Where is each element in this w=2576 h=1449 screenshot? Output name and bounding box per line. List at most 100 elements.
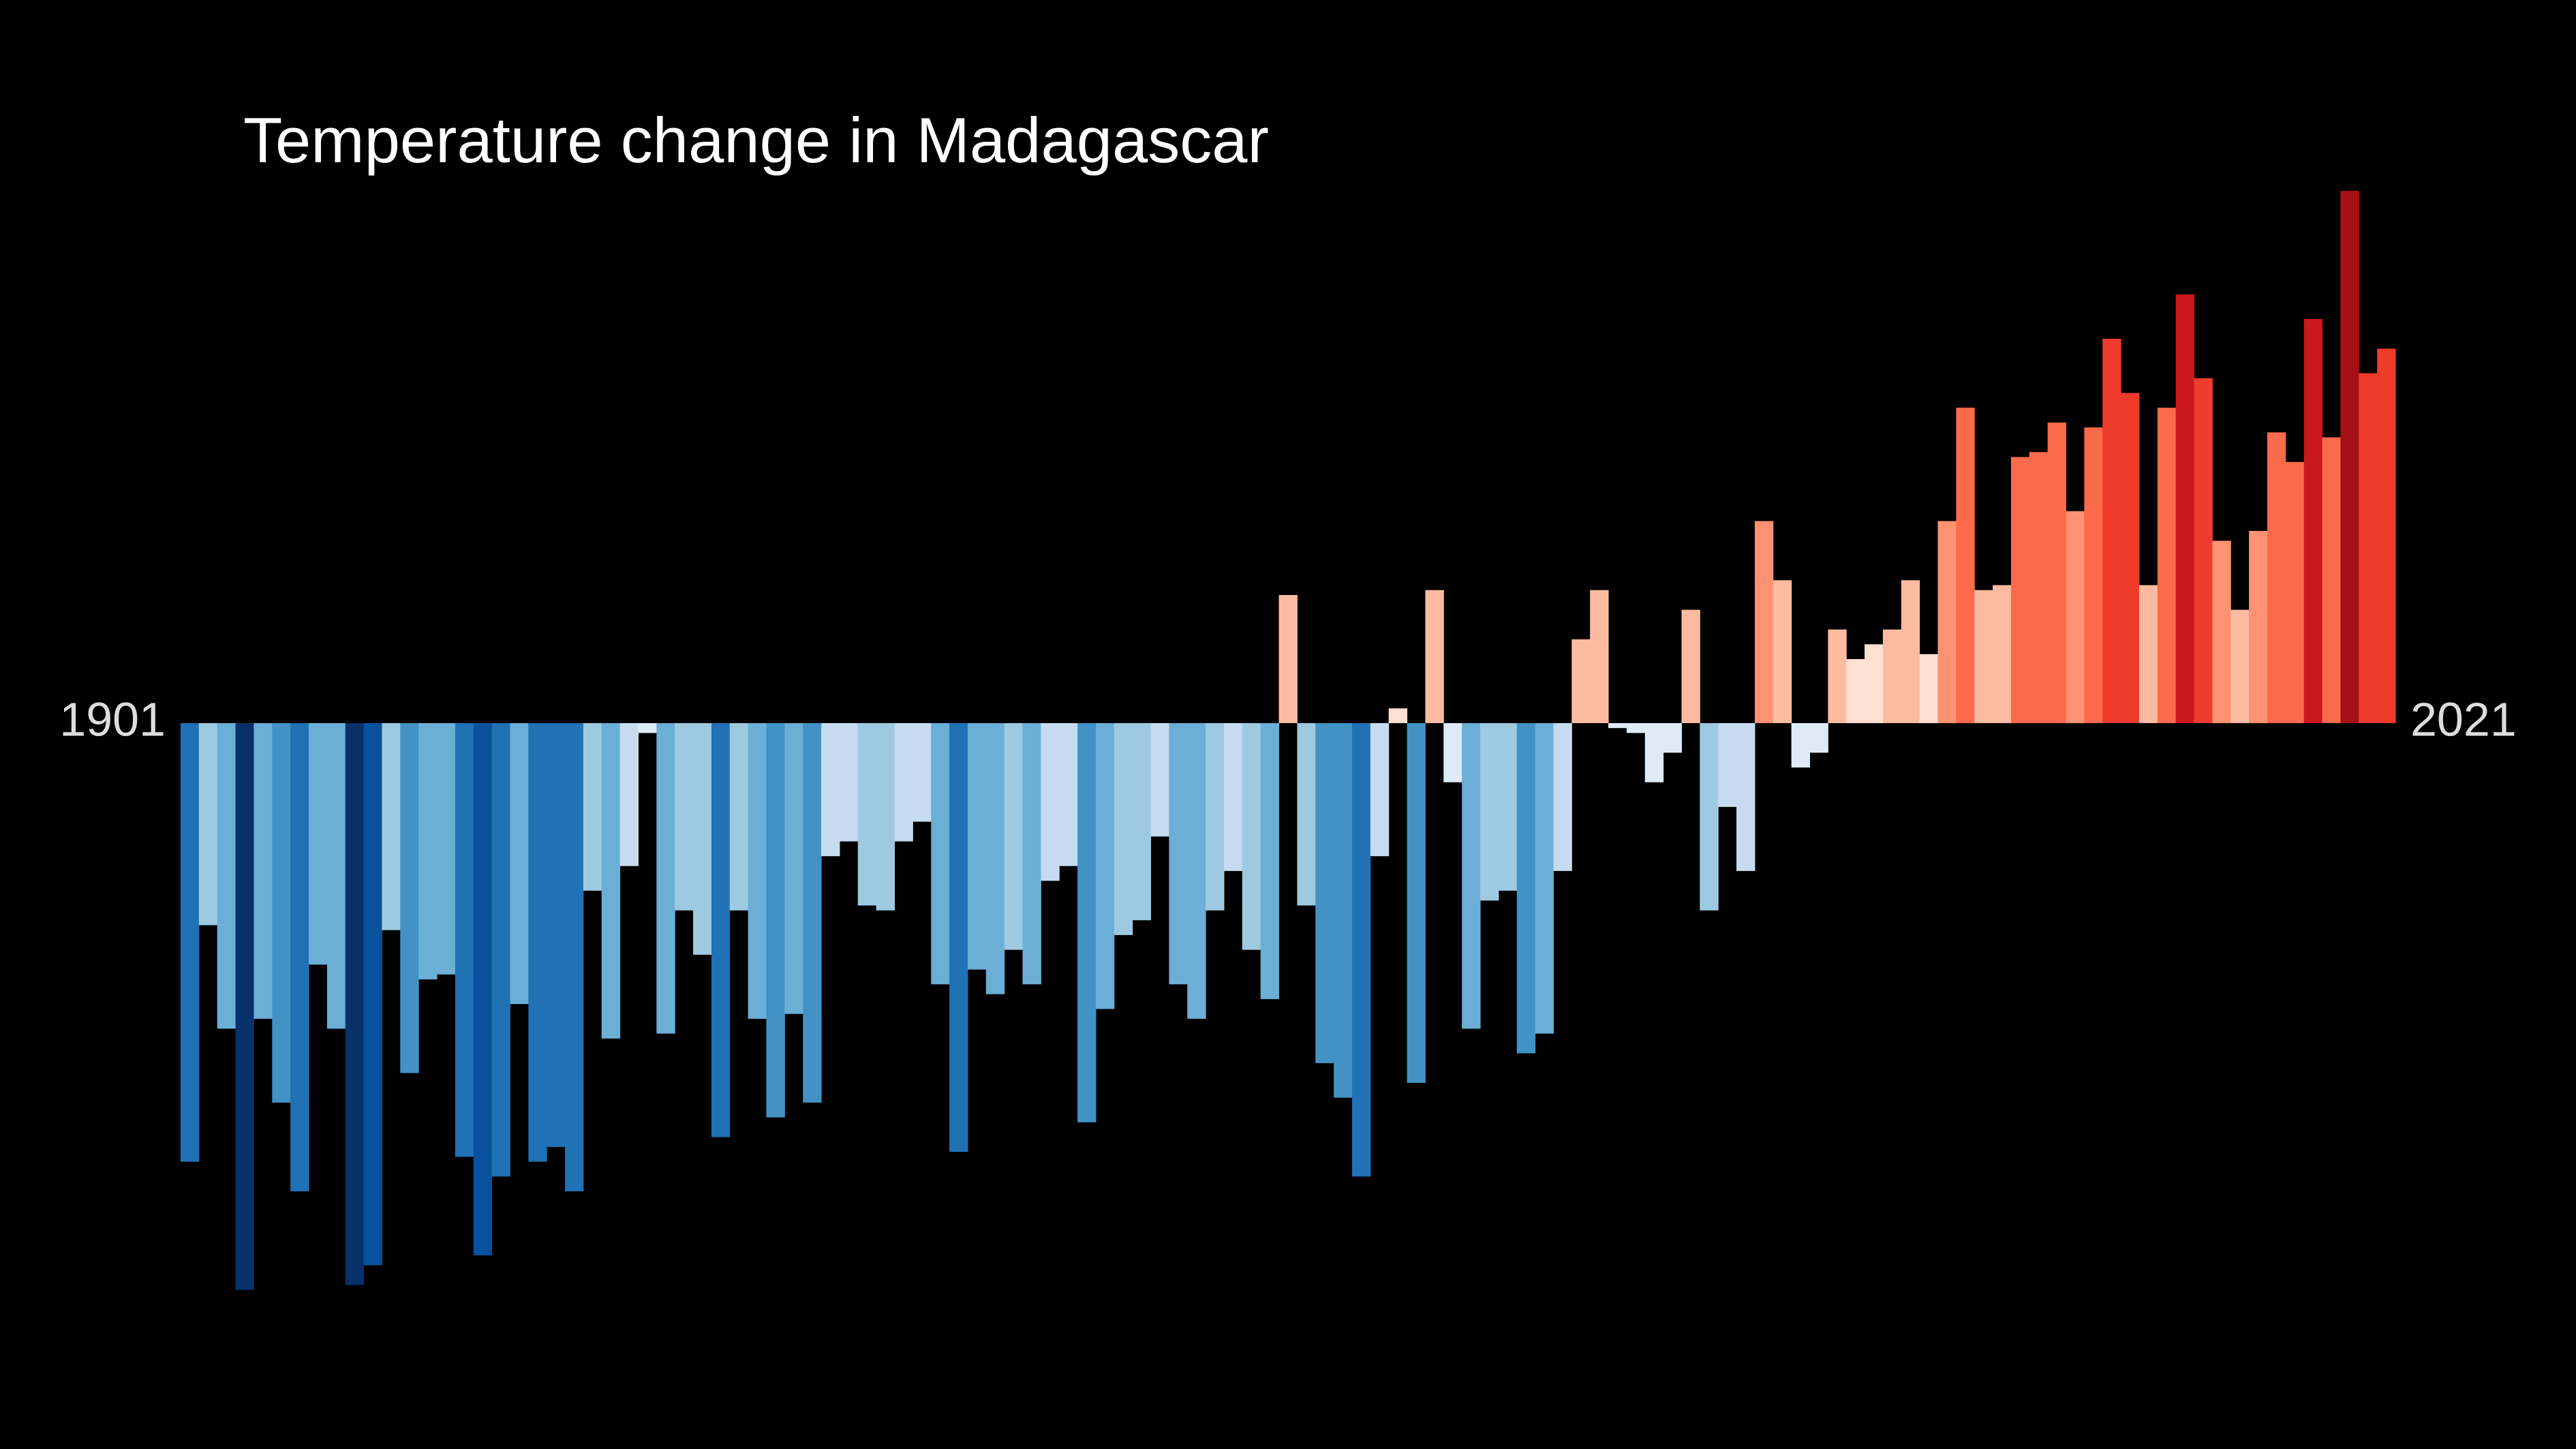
bar (1590, 590, 1609, 723)
bar (565, 723, 584, 1191)
bar (1498, 723, 1518, 891)
bar (326, 723, 346, 1029)
bar (1443, 723, 1462, 782)
bar (583, 723, 602, 891)
bar (2157, 408, 2177, 723)
bar (382, 723, 401, 930)
bar (638, 723, 657, 733)
bar (235, 723, 254, 1290)
bar (1388, 708, 1408, 723)
bar (711, 723, 731, 1138)
bar (1206, 723, 1225, 911)
bar (1718, 723, 1737, 807)
bar (2047, 422, 2067, 723)
bar (1278, 595, 1298, 723)
bar (1571, 639, 1591, 723)
bar (2194, 378, 2213, 723)
bar (1644, 723, 1664, 782)
bar (949, 723, 968, 1153)
bar (1681, 609, 1700, 723)
bar (748, 723, 767, 1019)
bar (913, 723, 932, 822)
bar (1260, 723, 1280, 999)
bar (2121, 393, 2140, 723)
bar (2285, 461, 2305, 723)
year-label: 2021 (2410, 692, 2517, 746)
bar (2010, 457, 2030, 723)
bar (693, 723, 712, 955)
bar (2102, 339, 2121, 723)
bar (1516, 723, 1536, 1054)
bar (2212, 540, 2231, 723)
bar (2138, 585, 2158, 723)
bar (309, 723, 328, 965)
bar (1187, 723, 1206, 1019)
bar (1700, 723, 1719, 911)
bar (1663, 723, 1682, 753)
bar (2066, 511, 2085, 723)
bar (1553, 723, 1572, 871)
bar (1901, 580, 1920, 723)
bar (1974, 590, 1993, 723)
bar (1315, 723, 1334, 1063)
bar (985, 723, 1005, 994)
bar (473, 723, 493, 1255)
bar (455, 723, 474, 1157)
bar (1297, 723, 1316, 906)
bar (766, 723, 785, 1118)
bar (2230, 609, 2250, 723)
bar (272, 723, 291, 1103)
bar (345, 723, 365, 1285)
bar (181, 723, 200, 1162)
bar (2322, 437, 2341, 723)
bar (1114, 723, 1133, 935)
bar (1791, 723, 1810, 768)
bar (839, 723, 859, 842)
year-label: 1901 (59, 692, 166, 746)
bar (1095, 723, 1115, 1009)
bar (254, 723, 273, 1019)
bar (1334, 723, 1353, 1098)
bar (2029, 452, 2049, 723)
bar (1608, 723, 1627, 729)
bar (491, 723, 510, 1177)
bar (1956, 408, 1975, 723)
bar (931, 723, 950, 985)
bar (1223, 723, 1243, 871)
bar (1462, 723, 1481, 1029)
bar (1022, 723, 1041, 985)
bar (894, 723, 913, 842)
bar (1004, 723, 1024, 950)
bar (2249, 531, 2268, 723)
bar (1882, 629, 1902, 723)
bar (1242, 723, 1261, 950)
bar (1937, 521, 1957, 723)
bar (437, 723, 456, 975)
bar (1865, 644, 1884, 723)
bar (1754, 521, 1774, 723)
bar (2377, 348, 2396, 723)
bar (1077, 723, 1097, 1123)
bar (656, 723, 675, 1034)
bar (290, 723, 309, 1191)
bar (1919, 654, 1939, 723)
bar (2084, 427, 2103, 723)
bar (729, 723, 749, 911)
bar (1846, 659, 1865, 723)
bar (2340, 191, 2359, 724)
bar (1352, 723, 1371, 1177)
bar (967, 723, 987, 970)
bar (876, 723, 895, 911)
bar (601, 723, 621, 1039)
bar (1132, 723, 1152, 921)
bar (1041, 723, 1060, 881)
bar (821, 723, 840, 857)
bar (1425, 590, 1444, 723)
bar (1828, 629, 1847, 723)
bar (363, 723, 382, 1266)
chart-title: Temperature change in Madagascar (243, 104, 1269, 176)
bar (2267, 432, 2286, 723)
bar (2303, 319, 2323, 724)
